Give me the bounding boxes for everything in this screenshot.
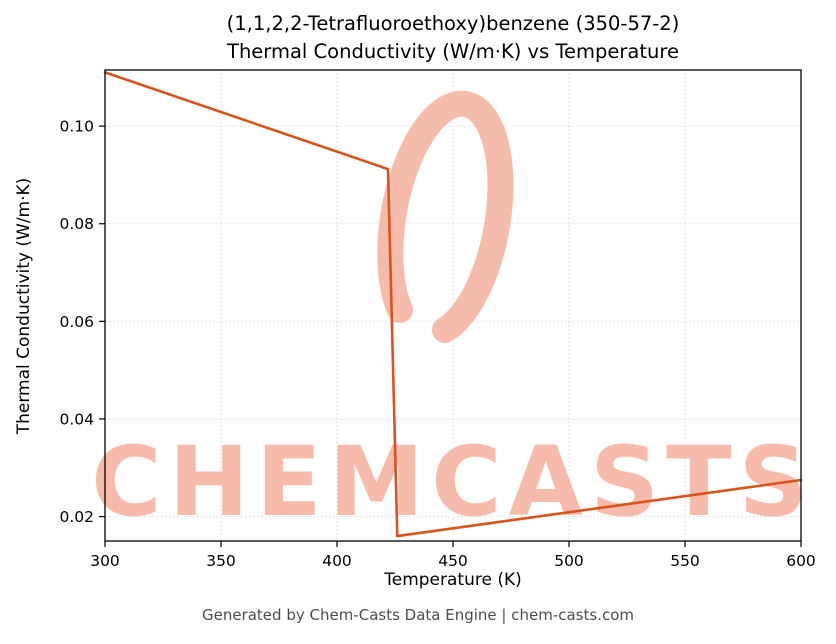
x-tick-label: 550 <box>670 552 700 570</box>
y-tick-label: 0.06 <box>59 313 94 331</box>
series-line <box>103 71 803 538</box>
x-axis-label: Temperature (K) <box>384 570 522 590</box>
x-tick-label: 300 <box>90 552 120 570</box>
footer-attribution: Generated by Chem-Casts Data Engine | ch… <box>201 606 635 624</box>
chemcasts-text-watermark: CHEMCASTS <box>91 426 814 538</box>
x-tick-label: 600 <box>786 552 816 570</box>
chart-title-line2: Thermal Conductivity (W/m·K) vs Temperat… <box>227 39 679 63</box>
x-tick-label: 400 <box>322 552 352 570</box>
series-layer <box>103 71 803 538</box>
y-tick-label: 0.10 <box>59 118 94 136</box>
y-tick-label: 0.02 <box>59 508 94 526</box>
watermark-layer: CHEMCASTS <box>91 90 814 538</box>
chemcasts-logo-watermark <box>377 90 514 343</box>
x-tick-label: 350 <box>206 552 236 570</box>
y-tick-label: 0.04 <box>59 410 94 428</box>
y-tick-label: 0.08 <box>59 215 94 233</box>
chart-title-line1: (1,1,2,2-Tetrafluoroethoxy)benzene (350-… <box>226 12 680 35</box>
chart-title: (1,1,2,2-Tetrafluoroethoxy)benzene (350-… <box>105 10 801 65</box>
tick-layer: 300 350 400 450 500 550 600 0.02 0.04 0.06 0.08 0.1… <box>59 118 815 570</box>
x-tick-label: 450 <box>438 552 468 570</box>
x-tick-label: 500 <box>554 552 584 570</box>
